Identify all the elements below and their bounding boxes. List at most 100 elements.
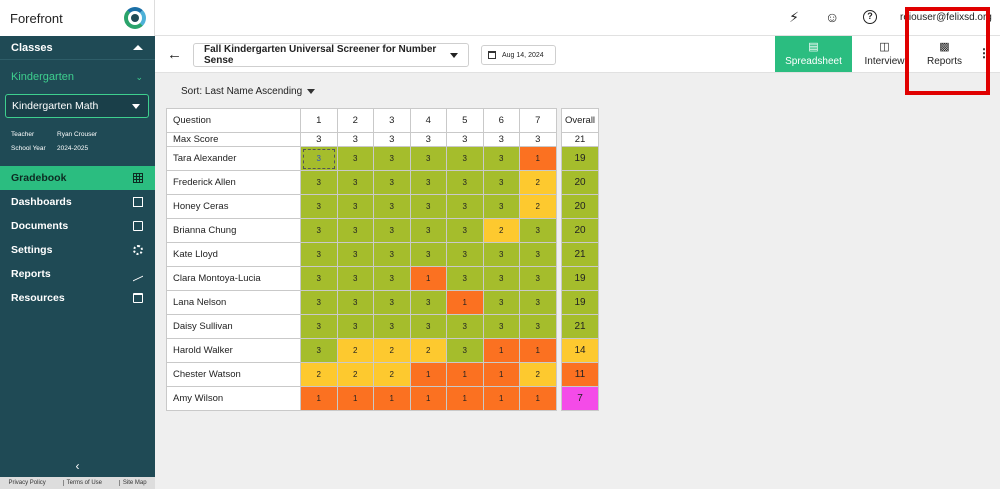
score-cell[interactable]: 1 (446, 386, 484, 411)
score-cell[interactable]: 3 (336, 146, 374, 171)
score-cell[interactable]: 3 (519, 242, 557, 267)
sidebar-item-gradebook[interactable]: Gradebook (0, 166, 155, 190)
score-cell[interactable]: 1 (446, 290, 484, 315)
score-cell[interactable]: 3 (373, 194, 411, 219)
score-cell[interactable]: 3 (373, 170, 411, 195)
score-cell[interactable]: 3 (446, 266, 484, 291)
question-number[interactable]: 1 (300, 108, 338, 133)
collapse-sidebar-button[interactable]: ‹ (0, 455, 155, 477)
sort-dropdown[interactable]: Sort: Last Name Ascending (181, 86, 316, 97)
score-cell[interactable]: 1 (300, 386, 338, 411)
score-cell[interactable]: 2 (300, 362, 338, 387)
score-cell[interactable]: 3 (336, 242, 374, 267)
score-cell[interactable]: 3 (519, 290, 557, 315)
question-number[interactable]: 2 (336, 108, 374, 133)
score-cell[interactable]: 1 (409, 386, 447, 411)
score-cell[interactable]: 3 (409, 170, 447, 195)
score-cell[interactable]: 3 (482, 242, 520, 267)
score-cell[interactable]: 3 (336, 218, 374, 243)
score-cell[interactable]: 1 (409, 362, 447, 387)
score-cell[interactable]: 3 (300, 146, 338, 171)
score-cell[interactable]: 1 (446, 362, 484, 387)
student-name[interactable]: Lana Nelson (166, 290, 301, 315)
score-cell[interactable]: 3 (373, 314, 411, 339)
score-cell[interactable]: 3 (482, 170, 520, 195)
score-cell[interactable]: 3 (409, 314, 447, 339)
score-cell[interactable]: 3 (300, 170, 338, 195)
score-cell[interactable]: 3 (482, 194, 520, 219)
score-cell[interactable]: 3 (300, 314, 338, 339)
score-cell[interactable]: 3 (482, 146, 520, 171)
score-cell[interactable]: 1 (519, 386, 557, 411)
user-email[interactable]: reiouser@felixsd.org (900, 12, 992, 23)
face-icon[interactable]: ☺ (825, 9, 840, 25)
score-cell[interactable]: 2 (519, 362, 557, 387)
score-cell[interactable]: 3 (446, 338, 484, 363)
score-cell[interactable]: 3 (336, 314, 374, 339)
student-name[interactable]: Amy Wilson (166, 386, 301, 411)
score-cell[interactable]: 1 (519, 146, 557, 171)
question-number[interactable]: 3 (373, 108, 411, 133)
score-cell[interactable]: 3 (482, 314, 520, 339)
score-cell[interactable]: 3 (409, 146, 447, 171)
score-cell[interactable]: 3 (336, 266, 374, 291)
score-cell[interactable]: 3 (373, 290, 411, 315)
score-cell[interactable]: 1 (482, 338, 520, 363)
score-cell[interactable]: 1 (373, 386, 411, 411)
question-number[interactable]: 5 (446, 108, 484, 133)
score-cell[interactable]: 3 (373, 266, 411, 291)
score-cell[interactable]: 3 (373, 242, 411, 267)
score-cell[interactable]: 3 (300, 218, 338, 243)
score-cell[interactable]: 3 (373, 146, 411, 171)
lightning-icon[interactable]: ⚡︎ (789, 9, 799, 25)
score-cell[interactable]: 1 (482, 386, 520, 411)
sidebar-item-dashboards[interactable]: Dashboards (0, 190, 155, 214)
privacy-policy-link[interactable]: Privacy Policy (8, 480, 46, 486)
score-cell[interactable]: 3 (336, 290, 374, 315)
terms-of-use-link[interactable]: Terms of Use (62, 480, 102, 486)
score-cell[interactable]: 2 (519, 194, 557, 219)
score-cell[interactable]: 3 (446, 146, 484, 171)
interview-view-button[interactable]: ◫ Interview (846, 36, 923, 72)
score-cell[interactable]: 3 (300, 242, 338, 267)
student-name[interactable]: Honey Ceras (166, 194, 301, 219)
score-cell[interactable]: 2 (409, 338, 447, 363)
score-cell[interactable]: 3 (300, 290, 338, 315)
score-cell[interactable]: 3 (446, 242, 484, 267)
student-name[interactable]: Daisy Sullivan (166, 314, 301, 339)
score-cell[interactable]: 3 (336, 194, 374, 219)
score-cell[interactable]: 3 (336, 170, 374, 195)
score-cell[interactable]: 3 (300, 194, 338, 219)
score-cell[interactable]: 3 (409, 290, 447, 315)
score-cell[interactable]: 3 (409, 242, 447, 267)
score-cell[interactable]: 3 (300, 338, 338, 363)
student-name[interactable]: Chester Watson (166, 362, 301, 387)
question-number[interactable]: 7 (519, 108, 557, 133)
score-cell[interactable]: 3 (482, 266, 520, 291)
date-picker-button[interactable]: Aug 14, 2024 (481, 45, 556, 65)
score-cell[interactable]: 1 (336, 386, 374, 411)
score-cell[interactable]: 3 (300, 266, 338, 291)
score-cell[interactable]: 2 (373, 338, 411, 363)
spreadsheet-view-button[interactable]: ▤ Spreadsheet (775, 36, 852, 72)
student-name[interactable]: Kate Lloyd (166, 242, 301, 267)
reports-view-button[interactable]: ▩ Reports (906, 36, 983, 72)
score-cell[interactable]: 3 (519, 314, 557, 339)
score-cell[interactable]: 3 (446, 170, 484, 195)
score-cell[interactable]: 2 (482, 218, 520, 243)
score-cell[interactable]: 2 (519, 170, 557, 195)
score-cell[interactable]: 3 (446, 194, 484, 219)
student-name[interactable]: Harold Walker (166, 338, 301, 363)
student-name[interactable]: Frederick Allen (166, 170, 301, 195)
score-cell[interactable]: 3 (519, 218, 557, 243)
student-name[interactable]: Clara Montoya-Lucia (166, 266, 301, 291)
score-cell[interactable]: 2 (373, 362, 411, 387)
score-cell[interactable]: 1 (519, 338, 557, 363)
assessment-select[interactable]: Fall Kindergarten Universal Screener for… (193, 43, 469, 67)
sidebar-item-documents[interactable]: Documents (0, 214, 155, 238)
student-name[interactable]: Brianna Chung (166, 218, 301, 243)
score-cell[interactable]: 3 (446, 218, 484, 243)
score-cell[interactable]: 3 (409, 218, 447, 243)
score-cell[interactable]: 1 (482, 362, 520, 387)
question-number[interactable]: 4 (409, 108, 447, 133)
